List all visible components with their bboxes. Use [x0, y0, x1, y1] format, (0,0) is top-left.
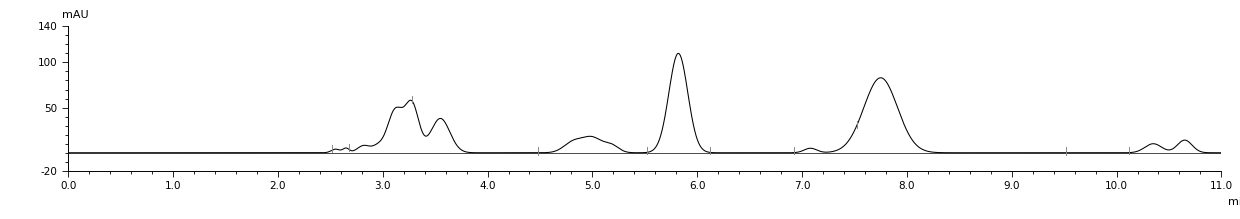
X-axis label: min: min — [1228, 197, 1240, 207]
Text: mAU: mAU — [62, 11, 89, 21]
